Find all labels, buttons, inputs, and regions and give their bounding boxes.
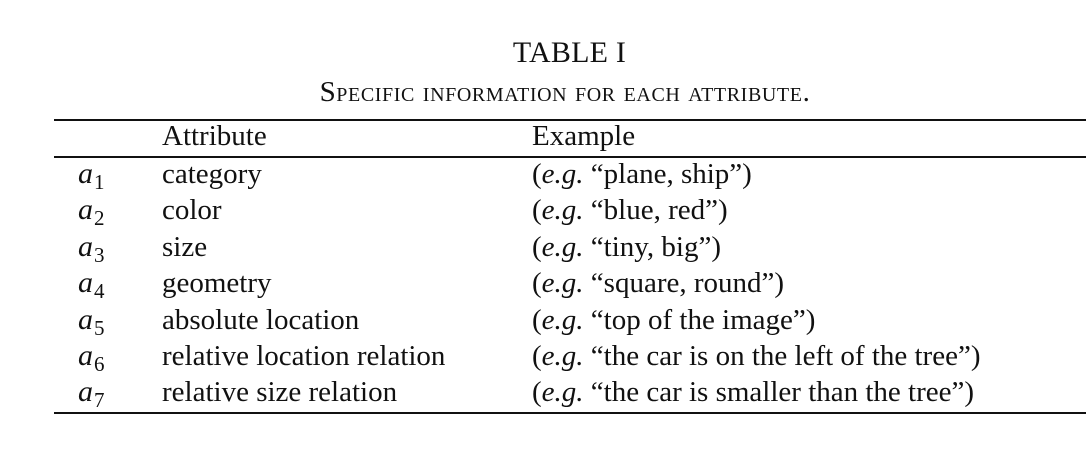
table-row: a3 size (e.g. “tiny, big”)	[0, 229, 1092, 267]
header-example: Example	[532, 120, 636, 152]
table-row: a4 geometry (e.g. “square, round”)	[0, 265, 1092, 303]
attribute-example: (e.g. “square, round”)	[532, 267, 785, 299]
table-number: TABLE I	[512, 36, 627, 69]
table-caption: Specific information for each attribute.	[319, 76, 811, 108]
table-header-rule	[54, 156, 1086, 158]
attribute-symbol: a7	[78, 375, 105, 412]
attribute-name: relative location relation	[162, 340, 446, 372]
table-header-row: Attribute Example	[0, 118, 1092, 154]
table-row: a2 color (e.g. “blue, red”)	[0, 192, 1092, 230]
attribute-name: size	[162, 231, 208, 263]
table-row: a5 absolute location (e.g. “top of the i…	[0, 302, 1092, 340]
attribute-example: (e.g. “top of the image”)	[532, 304, 816, 336]
attribute-name: color	[162, 194, 222, 226]
table-row: a7 relative size relation (e.g. “the car…	[0, 374, 1092, 412]
table-bottom-rule	[54, 412, 1086, 414]
attribute-name: geometry	[162, 267, 272, 299]
attribute-example: (e.g. “plane, ship”)	[532, 158, 752, 190]
attribute-example: (e.g. “the car is smaller than the tree”…	[532, 376, 975, 408]
attribute-example: (e.g. “the car is on the left of the tre…	[532, 340, 981, 372]
attribute-symbol: a6	[78, 339, 105, 376]
header-attribute: Attribute	[162, 120, 267, 152]
table-row: a6 relative location relation (e.g. “the…	[0, 338, 1092, 376]
table-top-rule	[54, 119, 1086, 121]
attribute-symbol: a5	[78, 303, 105, 340]
table-row: a1 category (e.g. “plane, ship”)	[0, 156, 1092, 194]
attribute-example: (e.g. “tiny, big”)	[532, 231, 721, 263]
attribute-name: relative size relation	[162, 376, 398, 408]
attribute-symbol: a4	[78, 266, 105, 303]
attribute-example: (e.g. “blue, red”)	[532, 194, 728, 226]
attribute-name: absolute location	[162, 304, 360, 336]
attribute-symbol: a3	[78, 230, 105, 267]
attribute-symbol: a1	[78, 157, 105, 194]
attribute-symbol: a2	[78, 193, 105, 230]
attribute-name: category	[162, 158, 262, 190]
